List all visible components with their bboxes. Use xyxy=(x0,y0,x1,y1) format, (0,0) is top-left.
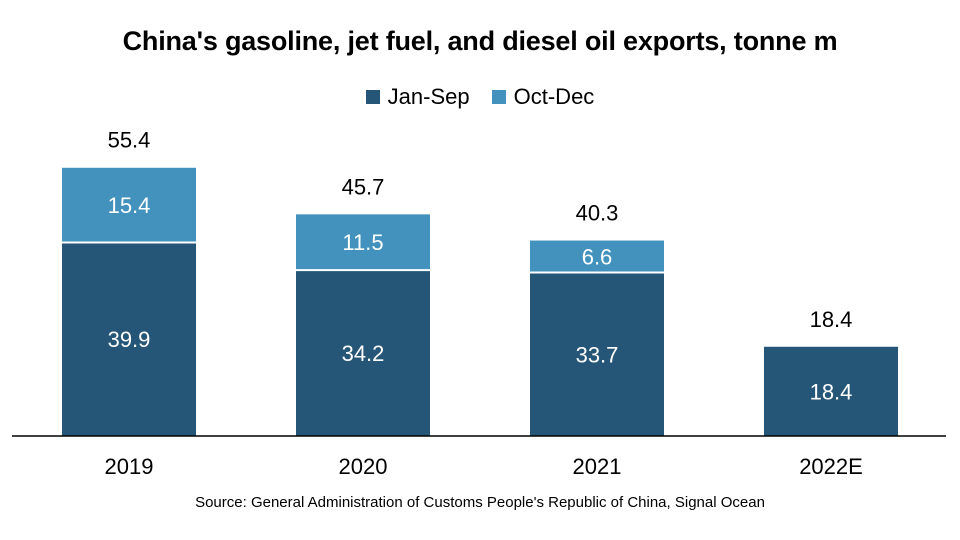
bar-jan-sep-2022e xyxy=(764,346,898,436)
bar-oct-dec-2021 xyxy=(530,240,664,273)
x-tick-label-2019: 2019 xyxy=(105,454,154,479)
legend-item-oct-dec: Oct-Dec xyxy=(491,84,595,110)
bar-jan-sep-2020 xyxy=(296,270,430,436)
x-tick-label-2021: 2021 xyxy=(573,454,622,479)
bar-jan-sep-2021 xyxy=(530,272,664,436)
legend: Jan-Sep Oct-Dec xyxy=(0,84,960,110)
data-label-oct-dec-2019: 15.4 xyxy=(108,193,151,218)
source-note: Source: General Administration of Custom… xyxy=(195,494,765,511)
data-label-oct-dec-2021: 6.6 xyxy=(582,245,613,270)
total-label-2021: 40.3 xyxy=(576,201,619,226)
x-tick-label-2022e: 2022E xyxy=(799,454,863,479)
chart-title: China's gasoline, jet fuel, and diesel o… xyxy=(122,26,838,56)
total-label-2019: 55.4 xyxy=(108,127,151,152)
x-tick-label-2020: 2020 xyxy=(339,454,388,479)
total-label-2022e: 18.4 xyxy=(810,307,853,332)
legend-swatch-jan-sep xyxy=(365,90,380,104)
data-label-oct-dec-2020: 11.5 xyxy=(342,230,383,255)
bar-jan-sep-2019 xyxy=(62,242,196,436)
legend-item-jan-sep: Jan-Sep xyxy=(365,84,470,110)
data-label-jan-sep-2022e: 18.4 xyxy=(810,379,853,404)
data-label-jan-sep-2019: 39.9 xyxy=(108,327,151,352)
legend-label-jan-sep: Jan-Sep xyxy=(387,84,470,109)
total-label-2020: 45.7 xyxy=(342,174,385,199)
data-label-jan-sep-2020: 34.2 xyxy=(342,341,385,366)
data-label-jan-sep-2021: 33.7 xyxy=(576,342,619,367)
legend-label-oct-dec: Oct-Dec xyxy=(513,84,595,109)
bar-oct-dec-2020 xyxy=(296,214,430,271)
legend-swatch-oct-dec xyxy=(491,90,506,104)
bar-oct-dec-2019 xyxy=(62,167,196,243)
